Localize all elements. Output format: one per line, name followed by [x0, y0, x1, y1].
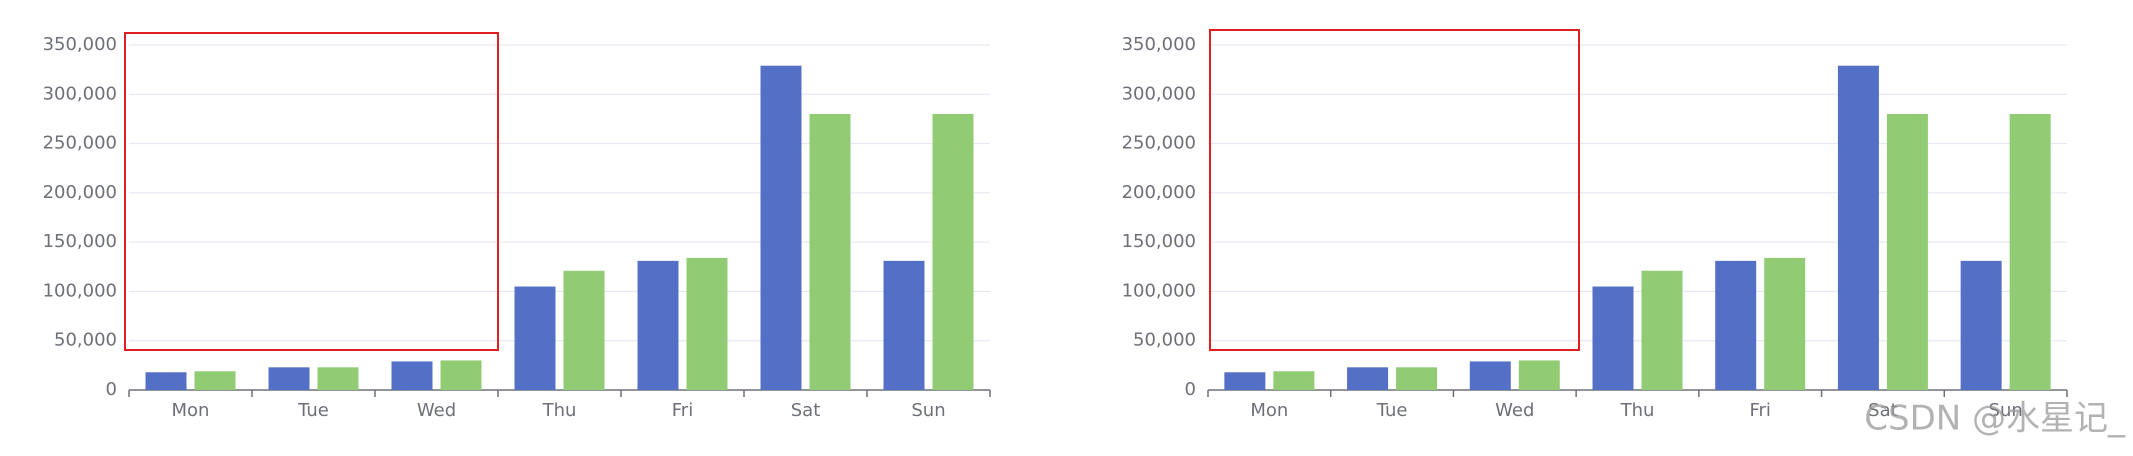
x-tick-label: Fri: [1749, 400, 1770, 421]
y-tick-label: 350,000: [43, 34, 117, 55]
highlight-box: [124, 32, 499, 351]
x-tick-label: Tue: [1376, 400, 1408, 421]
y-tick-label: 0: [1185, 379, 1196, 400]
y-tick-label: 150,000: [1122, 231, 1196, 252]
x-tick-label: Sun: [1989, 400, 2023, 421]
y-tick-label: 0: [106, 379, 117, 400]
bar: [145, 372, 187, 390]
x-tick-label: Sat: [1868, 400, 1898, 421]
y-tick-label: 100,000: [1122, 280, 1196, 301]
x-tick-label: Thu: [1620, 400, 1655, 421]
x-tick-label: Tue: [297, 400, 329, 421]
bar: [2009, 114, 2051, 390]
bar: [440, 360, 482, 390]
x-tick-label: Thu: [542, 400, 577, 421]
watermark: CSDN @水星记_: [1864, 399, 2126, 439]
bar: [1592, 286, 1634, 390]
bar: [391, 361, 433, 390]
bar: [1886, 114, 1928, 390]
bar: [514, 286, 556, 390]
bar: [809, 114, 851, 390]
y-tick-label: 300,000: [1122, 83, 1196, 104]
y-tick-label: 300,000: [43, 83, 117, 104]
bar: [1715, 260, 1757, 390]
bar: [1469, 361, 1511, 390]
x-tick-label: Sat: [791, 400, 821, 421]
bar: [1396, 367, 1438, 390]
x-tick-label: Mon: [172, 400, 210, 421]
bar: [1224, 372, 1266, 390]
bar: [1837, 65, 1879, 390]
bar: [686, 257, 728, 390]
bar: [637, 260, 679, 390]
bar: [563, 270, 605, 390]
bar: [194, 371, 236, 390]
y-tick-label: 250,000: [1122, 133, 1196, 154]
x-tick-label: Mon: [1250, 400, 1288, 421]
y-tick-label: 200,000: [43, 182, 117, 203]
x-tick-label: Wed: [417, 400, 456, 421]
y-tick-label: 350,000: [1122, 34, 1196, 55]
bar: [1641, 270, 1683, 390]
bar: [1518, 360, 1560, 390]
bar: [883, 260, 925, 390]
x-tick-label: Wed: [1495, 400, 1534, 421]
bar: [268, 367, 310, 390]
y-tick-label: 100,000: [43, 280, 117, 301]
bar: [1764, 257, 1806, 390]
bar: [1273, 371, 1315, 390]
bar: [1960, 260, 2002, 390]
y-tick-label: 50,000: [1133, 330, 1196, 351]
bar: [932, 114, 974, 390]
bar: [317, 367, 359, 390]
y-tick-label: 50,000: [54, 330, 117, 351]
y-tick-label: 200,000: [1122, 182, 1196, 203]
bar: [1347, 367, 1389, 390]
x-tick-label: Sun: [911, 400, 945, 421]
highlight-box: [1209, 29, 1580, 351]
y-tick-label: 250,000: [43, 133, 117, 154]
y-tick-label: 150,000: [43, 231, 117, 252]
bar: [760, 65, 802, 390]
x-tick-label: Fri: [672, 400, 693, 421]
